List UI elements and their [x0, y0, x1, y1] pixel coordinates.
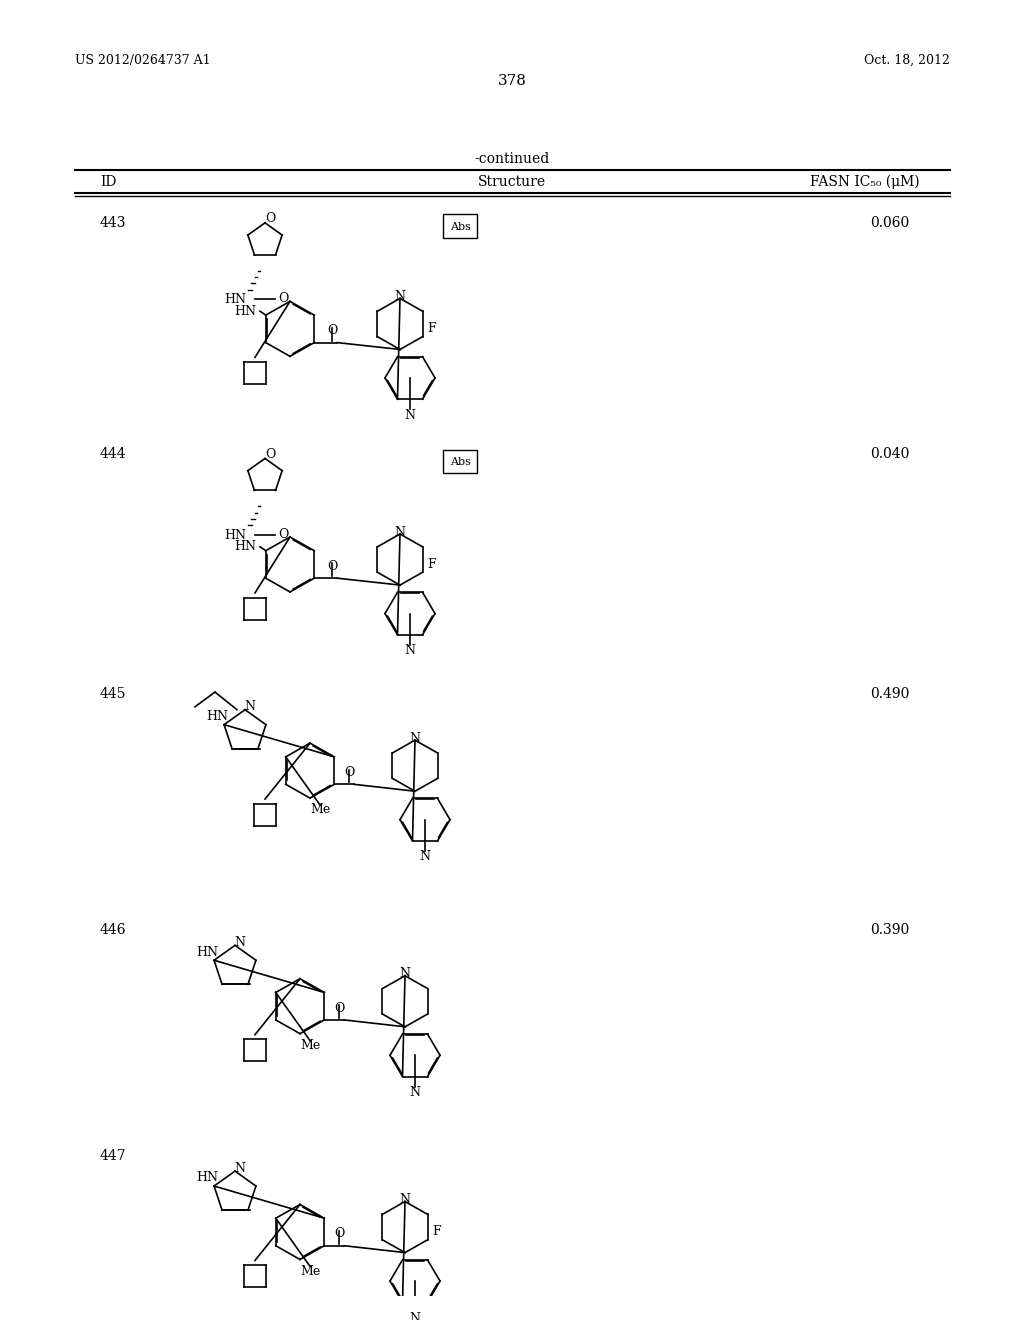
Text: N: N [394, 290, 406, 304]
Text: N: N [245, 701, 256, 713]
Text: Structure: Structure [478, 174, 546, 189]
Text: ID: ID [100, 174, 117, 189]
Text: N: N [234, 1162, 246, 1175]
Text: N: N [410, 1086, 421, 1100]
Text: Abs: Abs [450, 222, 470, 232]
Text: 0.390: 0.390 [870, 923, 909, 937]
Text: F: F [428, 558, 436, 572]
Text: Oct. 18, 2012: Oct. 18, 2012 [864, 54, 950, 67]
FancyBboxPatch shape [443, 214, 477, 238]
Text: Me: Me [300, 1039, 321, 1052]
Text: N: N [404, 409, 416, 422]
Text: N: N [420, 850, 430, 863]
Text: N: N [399, 968, 411, 981]
Text: O: O [278, 292, 289, 305]
Text: 0.040: 0.040 [870, 446, 909, 461]
Text: 378: 378 [498, 74, 526, 87]
Text: O: O [327, 325, 338, 338]
Text: 0.060: 0.060 [870, 216, 909, 230]
Text: N: N [404, 644, 416, 657]
Text: F: F [428, 322, 436, 335]
Text: N: N [410, 1312, 421, 1320]
Text: HN: HN [196, 1171, 218, 1184]
Text: US 2012/0264737 A1: US 2012/0264737 A1 [75, 54, 211, 67]
Text: HN: HN [224, 293, 246, 306]
FancyBboxPatch shape [443, 450, 477, 473]
Text: Me: Me [300, 1265, 321, 1278]
Text: 445: 445 [100, 688, 127, 701]
Text: N: N [399, 1193, 411, 1206]
Text: O: O [327, 560, 338, 573]
Text: HN: HN [234, 305, 256, 318]
Text: N: N [394, 525, 406, 539]
Text: -continued: -continued [474, 152, 550, 166]
Text: O: O [334, 1002, 344, 1015]
Text: HN: HN [206, 710, 228, 723]
Text: 443: 443 [100, 216, 127, 230]
Text: F: F [433, 1225, 441, 1238]
Text: 446: 446 [100, 923, 127, 937]
Text: 447: 447 [100, 1148, 127, 1163]
Text: Abs: Abs [450, 457, 470, 467]
Text: O: O [344, 766, 354, 779]
Text: HN: HN [196, 945, 218, 958]
Text: N: N [234, 936, 246, 949]
Text: N: N [410, 731, 421, 744]
Text: O: O [265, 213, 275, 226]
Text: O: O [265, 447, 275, 461]
Text: HN: HN [224, 528, 246, 541]
Text: Me: Me [310, 804, 330, 816]
Text: HN: HN [234, 540, 256, 553]
Text: 444: 444 [100, 446, 127, 461]
Text: FASN IC₅₀ (μM): FASN IC₅₀ (μM) [810, 174, 920, 189]
Text: O: O [334, 1228, 344, 1241]
Text: O: O [278, 528, 289, 540]
Text: 0.490: 0.490 [870, 688, 909, 701]
